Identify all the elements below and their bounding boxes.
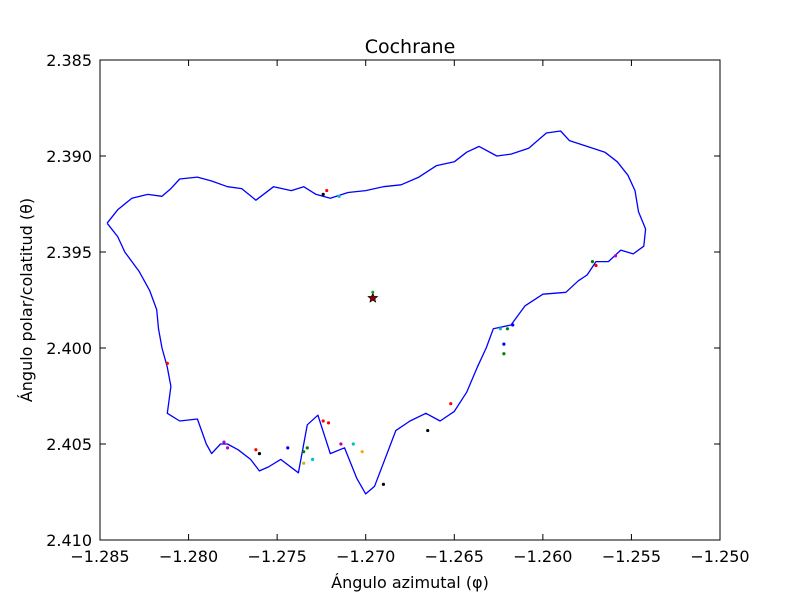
data-point	[254, 448, 258, 452]
x-tick-label: −1.265	[425, 547, 484, 566]
data-point	[590, 260, 595, 264]
x-tick-label: −1.255	[602, 547, 661, 566]
x-tick-label: −1.250	[690, 547, 749, 566]
data-point	[381, 482, 386, 486]
center-star-marker	[367, 292, 379, 303]
y-tick-label: 2.405	[46, 435, 92, 454]
data-point	[326, 421, 331, 425]
chart-title: Cochrane	[365, 36, 456, 58]
y-axis-title: Ángulo polar/colatitud (θ)	[17, 198, 36, 402]
data-point	[305, 446, 309, 450]
x-tick-label: −1.270	[336, 547, 395, 566]
y-tick-label: 2.410	[46, 531, 92, 550]
x-tick-label: −1.280	[159, 547, 218, 566]
plot-content	[106, 130, 647, 495]
data-point	[449, 402, 453, 406]
data-point	[502, 342, 506, 346]
region-outline	[106, 130, 647, 495]
plot-frame	[99, 59, 721, 541]
ticks: −1.285 −1.280 −1.275 −1.270 −1.265 −1.260 −1.2…	[46, 51, 749, 566]
data-point	[351, 442, 355, 446]
data-point	[321, 192, 325, 196]
x-tick-label: −1.285	[70, 547, 129, 566]
data-point	[222, 440, 226, 444]
data-point	[339, 442, 343, 446]
data-point	[286, 446, 290, 450]
data-point	[360, 450, 364, 454]
data-point	[337, 194, 341, 198]
data-point	[505, 327, 510, 331]
x-axis-title: Ángulo azimutal (φ)	[331, 573, 489, 592]
data-point	[257, 452, 262, 456]
y-tick-label: 2.390	[46, 147, 92, 166]
y-tick-label: 2.385	[46, 51, 92, 70]
data-point	[321, 419, 325, 423]
data-point	[302, 461, 306, 465]
y-tick-label: 2.395	[46, 243, 92, 262]
data-point	[426, 428, 430, 433]
data-point	[594, 263, 598, 268]
data-point	[502, 352, 506, 356]
data-point	[325, 188, 329, 193]
data-point	[310, 457, 315, 461]
data-point	[613, 254, 618, 258]
data-point	[302, 450, 306, 454]
y-tick-label: 2.400	[46, 339, 92, 358]
x-tick-label: −1.275	[248, 547, 307, 566]
data-point	[498, 327, 502, 331]
data-point	[511, 323, 515, 327]
data-point	[225, 446, 230, 450]
center-dot-marker	[371, 290, 375, 294]
data-point	[165, 361, 169, 365]
x-tick-label: −1.260	[513, 547, 572, 566]
